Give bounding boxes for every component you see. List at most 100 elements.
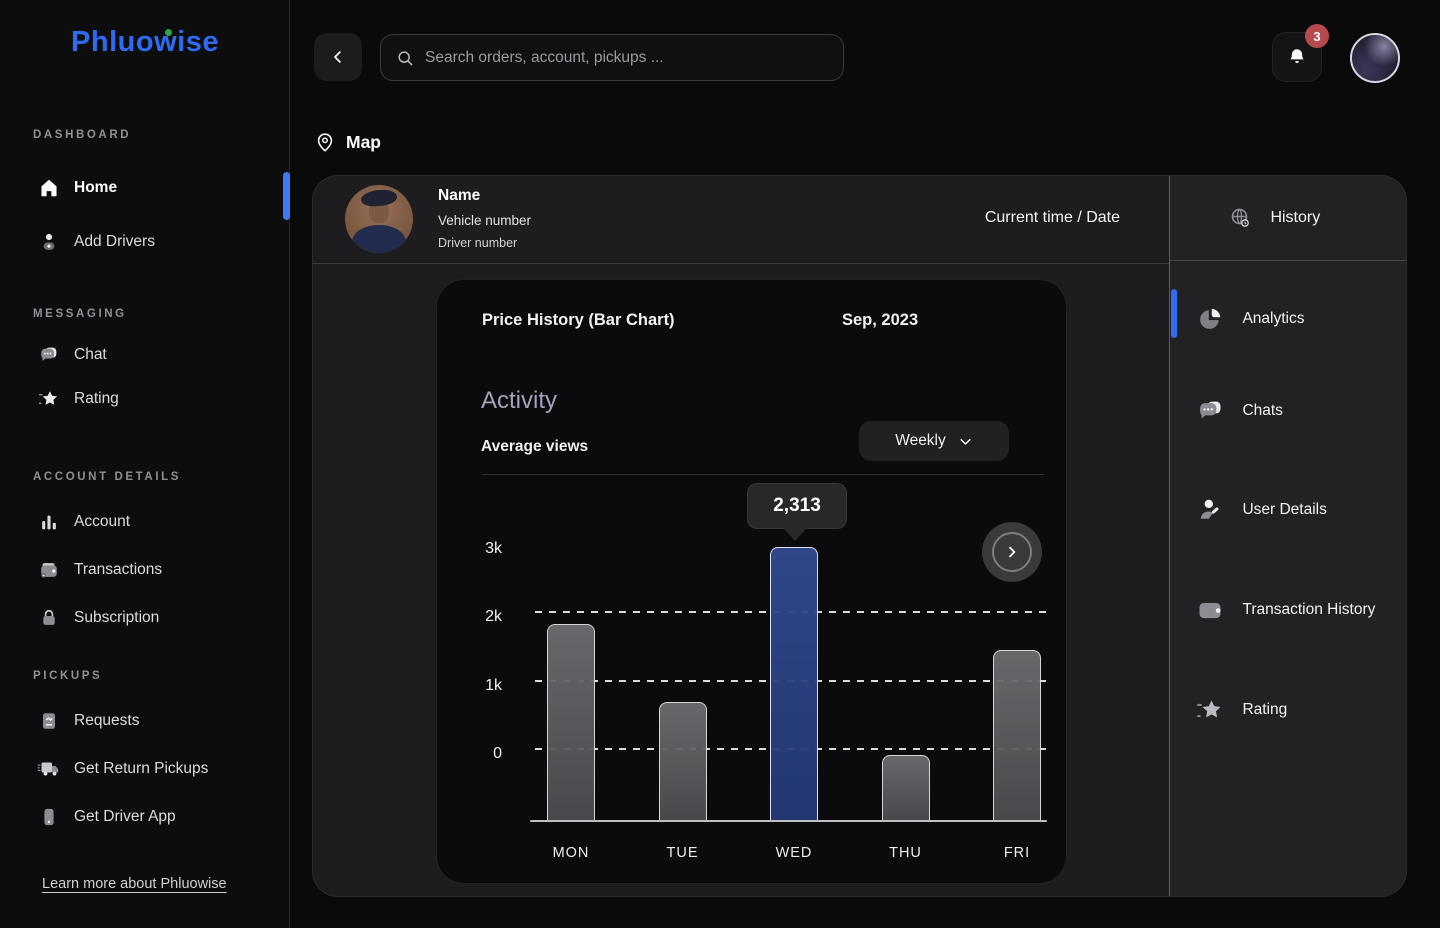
logo-green-dot-icon bbox=[164, 29, 172, 36]
panel-item-label: Rating bbox=[1242, 701, 1288, 718]
panel-item-rating[interactable]: Rating bbox=[1170, 690, 1406, 730]
y-tick-label: 1k bbox=[485, 676, 502, 694]
active-item-indicator bbox=[283, 172, 290, 220]
page-title: Map bbox=[346, 131, 381, 152]
x-tick-label: THU bbox=[889, 845, 922, 861]
sidebar-item-label: Subscription bbox=[74, 609, 160, 626]
chart-bar-THU[interactable] bbox=[881, 755, 930, 822]
wallet-icon bbox=[1196, 596, 1224, 624]
user-edit-icon bbox=[1196, 496, 1224, 524]
panel-item-user-details[interactable]: User Details bbox=[1170, 490, 1406, 530]
sidebar-item-label: Get Driver App bbox=[74, 808, 176, 825]
search-input[interactable] bbox=[425, 48, 829, 67]
driver-photo bbox=[345, 185, 413, 253]
panel-item-label: History bbox=[1270, 209, 1321, 226]
star-icon bbox=[1196, 696, 1224, 724]
brand-logo: Phluowise bbox=[0, 26, 290, 59]
chart-title: Price History (Bar Chart) bbox=[482, 311, 675, 329]
phone-icon bbox=[37, 805, 61, 829]
next-button-ring bbox=[992, 532, 1032, 572]
sidebar-item-home[interactable]: Home bbox=[0, 170, 289, 206]
next-button[interactable] bbox=[982, 522, 1042, 582]
panel-item-chats[interactable]: Chats bbox=[1170, 391, 1406, 431]
person-add-icon bbox=[37, 230, 61, 254]
chats-icon bbox=[1196, 397, 1224, 425]
search-bar[interactable] bbox=[380, 34, 844, 81]
sidebar-item-requests[interactable]: Requests bbox=[0, 703, 289, 739]
document-icon bbox=[37, 709, 61, 733]
x-tick-label: MON bbox=[552, 845, 590, 861]
interval-selected-value: Weekly bbox=[895, 432, 946, 449]
panel-item-analytics[interactable]: Analytics bbox=[1170, 299, 1406, 339]
x-tick-label: TUE bbox=[666, 845, 699, 861]
panel-item-label: User Details bbox=[1242, 501, 1327, 518]
sidebar-item-rating[interactable]: Rating bbox=[0, 381, 289, 417]
x-axis-line bbox=[530, 820, 1047, 822]
brand-logo-text: Phluowise bbox=[71, 26, 219, 58]
sidebar-item-label: Get Return Pickups bbox=[74, 760, 209, 777]
panel-item-transaction-history[interactable]: Transaction History bbox=[1170, 590, 1406, 630]
learn-more-link[interactable]: Learn more about Phluowise bbox=[42, 876, 227, 892]
sidebar-item-label: Chat bbox=[74, 346, 107, 363]
sidebar-item-label: Rating bbox=[74, 390, 119, 407]
home-icon bbox=[37, 176, 61, 200]
sidebar-item-get-return-pickups[interactable]: Get Return Pickups bbox=[0, 751, 289, 787]
bar-chart-icon bbox=[37, 510, 61, 534]
bar-chart: 3k 2k 1k 0 MON TUE WED THU FRI bbox=[437, 280, 1066, 883]
y-tick-label: 3k bbox=[485, 539, 502, 557]
map-card: Name Vehicle number Driver number Curren… bbox=[312, 175, 1407, 897]
panel-item-history[interactable]: History bbox=[1170, 176, 1406, 261]
section-header-dashboard: DASHBOARD bbox=[33, 129, 132, 141]
panel-item-label: Transaction History bbox=[1242, 601, 1376, 618]
sidebar-item-get-driver-app[interactable]: Get Driver App bbox=[0, 799, 289, 835]
chart-period: Sep, 2023 bbox=[842, 311, 919, 329]
sidebar-item-label: Account bbox=[74, 513, 131, 530]
wallet-icon bbox=[37, 558, 61, 582]
chart-divider bbox=[482, 474, 1044, 475]
pie-chart-icon bbox=[1196, 305, 1224, 333]
map-pin-icon bbox=[314, 131, 336, 153]
sidebar-item-add-drivers[interactable]: Add Drivers bbox=[0, 224, 289, 260]
chart-bar-MON[interactable] bbox=[547, 623, 595, 822]
chart-bar-TUE[interactable] bbox=[658, 701, 707, 822]
y-tick-label: 0 bbox=[493, 745, 502, 762]
truck-icon bbox=[37, 757, 61, 781]
user-avatar[interactable] bbox=[1350, 33, 1400, 83]
chart-bar-FRI[interactable] bbox=[993, 649, 1041, 822]
sidebar-item-transactions[interactable]: Transactions bbox=[0, 552, 289, 588]
chat-icon bbox=[37, 343, 61, 367]
y-tick-label: 2k bbox=[485, 608, 502, 625]
driver-info-row[interactable]: Name Vehicle number Driver number Curren… bbox=[313, 176, 1171, 264]
history-globe-icon bbox=[1228, 206, 1252, 230]
driver-number: Driver number bbox=[438, 236, 518, 250]
sidebar-item-label: Add Drivers bbox=[74, 233, 155, 250]
sidebar-item-subscription[interactable]: Subscription bbox=[0, 600, 289, 636]
chevron-down-icon bbox=[958, 434, 973, 449]
section-header-messaging: MESSAGING bbox=[33, 308, 127, 320]
chart-section-label: Activity bbox=[481, 387, 558, 414]
notifications-button[interactable]: 3 bbox=[1272, 24, 1329, 82]
section-header-pickups: PICKUPS bbox=[33, 670, 103, 682]
left-sidebar: Phluowise DASHBOARD Home Add Drivers MES… bbox=[0, 0, 290, 928]
x-tick-label: FRI bbox=[1003, 845, 1031, 861]
star-icon bbox=[37, 387, 61, 411]
sidebar-item-label: Requests bbox=[74, 712, 140, 729]
lock-icon bbox=[37, 606, 61, 630]
interval-dropdown[interactable]: Weekly bbox=[859, 421, 1009, 461]
sidebar-item-label: Transactions bbox=[74, 561, 163, 578]
map-area: Name Vehicle number Driver number Curren… bbox=[313, 176, 1171, 896]
chart-bar-WED[interactable] bbox=[770, 546, 818, 822]
chart-tooltip-arrow bbox=[783, 528, 807, 541]
active-panel-indicator bbox=[1171, 289, 1178, 338]
panel-item-label: Analytics bbox=[1242, 310, 1305, 327]
sidebar-item-chat[interactable]: Chat bbox=[0, 337, 289, 373]
sidebar-item-account[interactable]: Account bbox=[0, 504, 289, 540]
notification-badge: 3 bbox=[1305, 24, 1329, 48]
top-bar: 3 bbox=[291, 0, 1440, 112]
page-heading: Map bbox=[314, 131, 381, 153]
sidebar-item-label: Home bbox=[74, 179, 118, 196]
chart-tooltip: 2,313 bbox=[747, 483, 847, 529]
current-time-date: Current time / Date bbox=[984, 209, 1120, 226]
back-button[interactable] bbox=[314, 33, 362, 81]
chevron-left-icon bbox=[329, 48, 347, 66]
